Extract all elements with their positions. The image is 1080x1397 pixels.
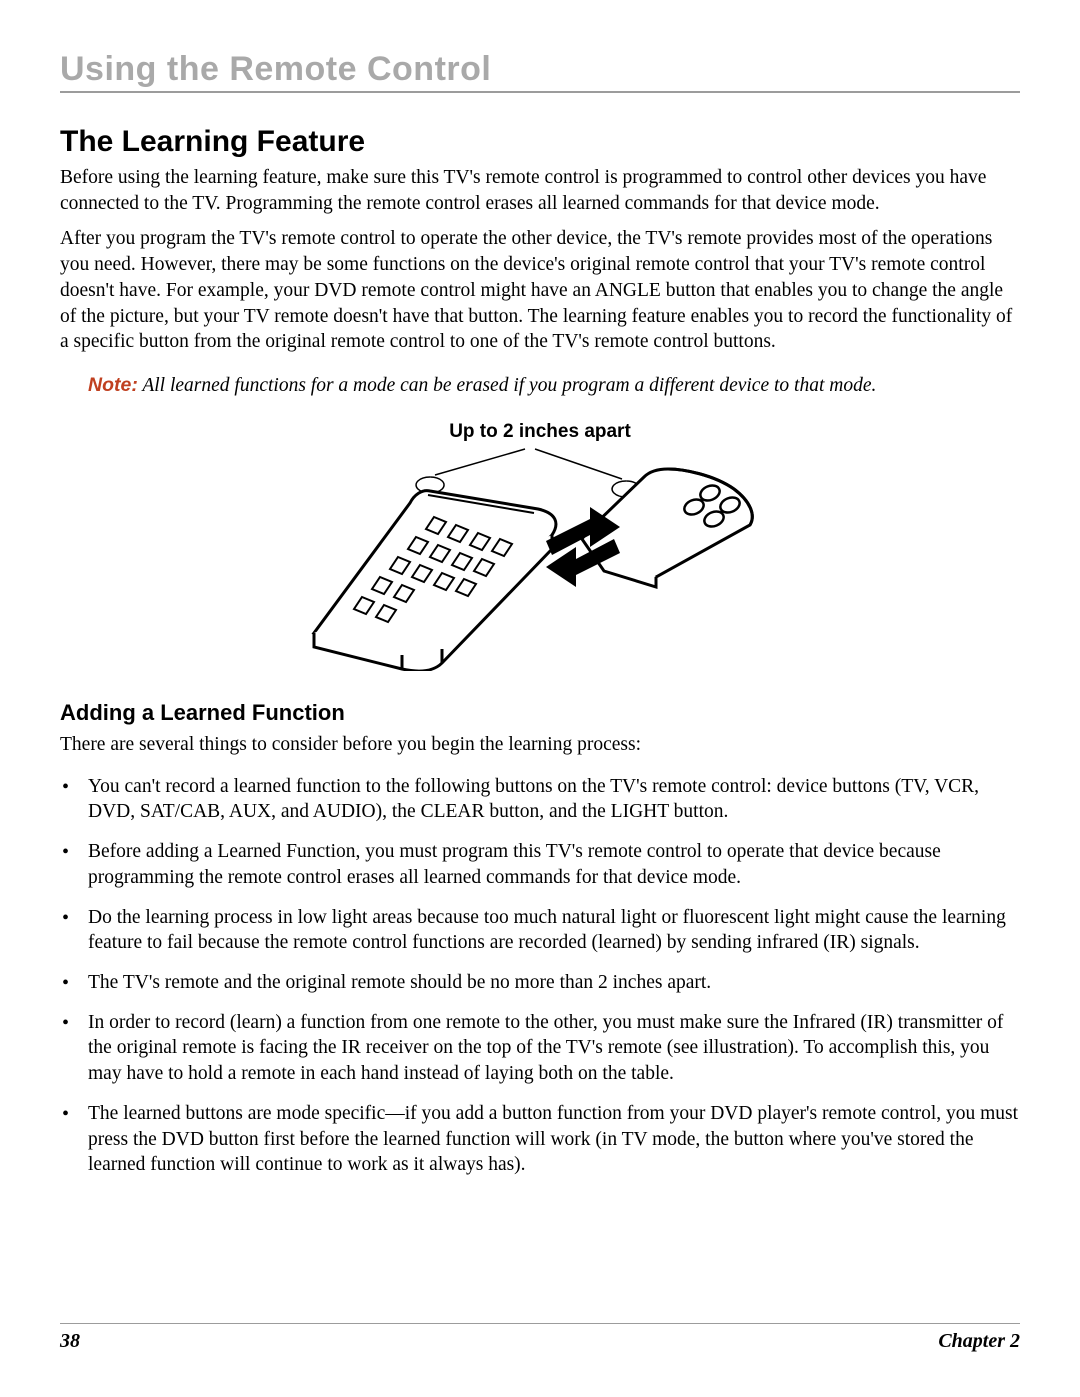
body-paragraph: Before using the learning feature, make … [60, 165, 1020, 216]
note-label: Note: [88, 374, 138, 396]
list-item: Do the learning process in low light are… [88, 905, 1020, 956]
chapter-header: Using the Remote Control [60, 50, 1020, 93]
body-paragraph: There are several things to consider bef… [60, 732, 1020, 758]
page-footer: 38 Chapter 2 [60, 1323, 1020, 1353]
list-item: In order to record (learn) a function fr… [88, 1010, 1020, 1087]
section-heading-h2: The Learning Feature [60, 125, 1020, 159]
document-page: Using the Remote Control The Learning Fe… [0, 0, 1080, 1397]
note-text: Note: All learned functions for a mode c… [88, 375, 876, 396]
remote-illustration [310, 445, 770, 671]
bullet-list: You can't record a learned function to t… [60, 774, 1020, 1193]
list-item: You can't record a learned function to t… [88, 774, 1020, 825]
list-item: The learned buttons are mode specific—if… [88, 1101, 1020, 1178]
note-body: All learned functions for a mode can be … [138, 375, 877, 396]
section-heading-h3: Adding a Learned Function [60, 700, 1020, 726]
chapter-label: Chapter 2 [938, 1330, 1020, 1353]
note-block: Note: All learned functions for a mode c… [60, 371, 1020, 401]
figure: Up to 2 inches apart [310, 421, 770, 676]
body-paragraph: After you program the TV's remote contro… [60, 226, 1020, 355]
page-number: 38 [60, 1330, 80, 1353]
figure-wrap: Up to 2 inches apart [60, 421, 1020, 676]
list-item: Before adding a Learned Function, you mu… [88, 839, 1020, 890]
figure-caption: Up to 2 inches apart [310, 421, 770, 443]
list-item: The TV's remote and the original remote … [88, 970, 1020, 996]
